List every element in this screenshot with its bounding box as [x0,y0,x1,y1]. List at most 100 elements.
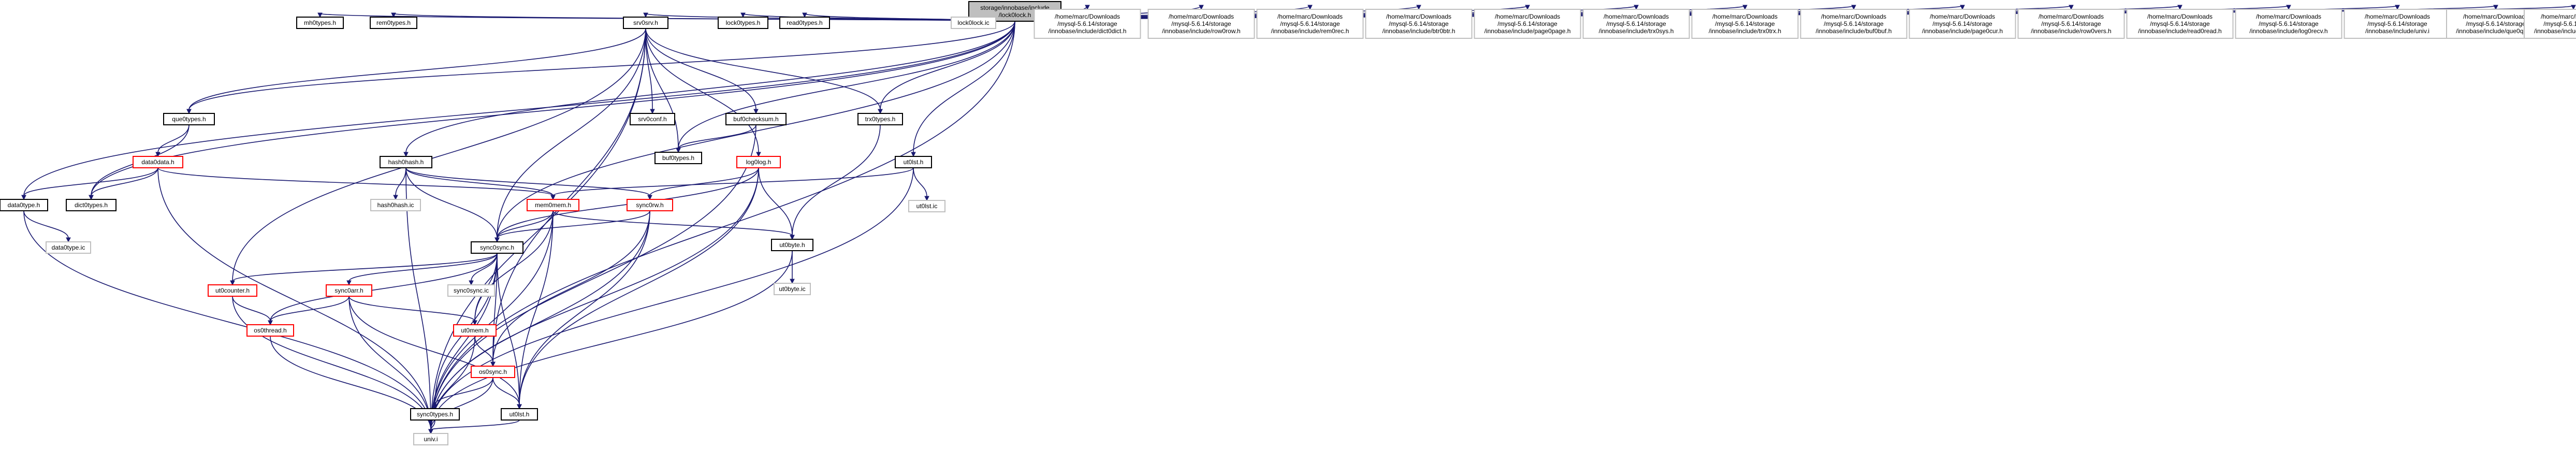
node-d10[interactable]: /home/marc/Downloads/mysql-5.6.14/storag… [2017,9,2125,39]
node-label: os0thread.h [254,327,286,334]
node-label: /home/marc/Downloads/mysql-5.6.14/storag… [2138,13,2221,35]
node-d9[interactable]: /home/marc/Downloads/mysql-5.6.14/storag… [1909,9,2016,39]
node-ut0byte[interactable]: ut0byte.h [771,239,813,251]
node-mem0mem[interactable]: mem0mem.h [527,199,579,211]
node-box [725,113,787,125]
node-d4[interactable]: /home/marc/Downloads/mysql-5.6.14/storag… [1365,9,1473,39]
node-label: storage/innobase/include/lock0lock.h [980,4,1050,19]
node-label: ut0lst.h [904,158,924,166]
node-d11[interactable]: /home/marc/Downloads/mysql-5.6.14/storag… [2126,9,2234,39]
node-box [501,408,538,421]
node-box [908,200,945,212]
node-ut0byteic[interactable]: ut0byte.ic [774,283,811,295]
node-d12[interactable]: /home/marc/Downloads/mysql-5.6.14/storag… [2235,9,2342,39]
edge-ut0counter-to-os0thread [232,296,273,326]
edge-ut0counter-to-univ [232,296,433,434]
node-label: hash0hash.h [388,158,424,166]
node-ut0mem[interactable]: ut0mem.h [453,324,497,337]
edge-sync0arr-to-os0thread [268,296,350,326]
node-label: buf0checksum.h [733,115,778,123]
node-que[interactable]: que0types.h [163,113,215,125]
node-os0thread[interactable]: os0thread.h [246,324,294,337]
node-dict0types[interactable]: dict0types.h [66,199,117,211]
node-log0log[interactable]: log0log.h [736,156,781,168]
node-trx[interactable]: trx0types.h [857,113,903,125]
node-label: univ.i [424,436,438,443]
node-label: /home/marc/Downloads/mysql-5.6.14/storag… [2456,13,2535,35]
edge-root-to-que [186,21,1015,114]
node-ut0lst[interactable]: ut0lst.h [895,156,932,168]
node-sync0syncic[interactable]: sync0sync.ic [447,284,495,297]
node-label: ut0mem.h [461,327,488,334]
node-label: /home/marc/Downloads/mysql-5.6.14/storag… [2249,13,2327,35]
node-box [296,17,344,29]
node-box [2126,9,2234,39]
node-data0type[interactable]: data0type.h [0,199,48,211]
node-sync0arr[interactable]: sync0arr.h [326,284,372,297]
node-data0typeic[interactable]: data0type.ic [46,241,91,254]
node-d15[interactable]: /home/marc/Downloads/mysql-5.6.14/storag… [2524,9,2576,39]
edge-srv-to-trx [645,28,883,114]
node-rem[interactable]: rem0types.h [370,17,417,29]
node-srv0conf[interactable]: srv0conf.h [630,113,675,125]
node-box [1256,9,1364,39]
node-box [66,199,117,211]
node-box [736,156,781,168]
node-d6[interactable]: /home/marc/Downloads/mysql-5.6.14/storag… [1582,9,1690,39]
node-sync0rw[interactable]: sync0rw.h [627,199,673,211]
node-label: /home/marc/Downloads/mysql-5.6.14/storag… [1162,13,1240,35]
node-hash0hashic[interactable]: hash0hash.ic [370,199,421,211]
node-label: /home/marc/Downloads/mysql-5.6.14/storag… [1599,13,1674,35]
node-buf0checksum[interactable]: buf0checksum.h [725,113,787,125]
node-box [2524,9,2576,39]
node-box [951,17,996,29]
edge-log0log-to-sync0rw [647,167,759,200]
node-label: srv0srv.h [633,19,658,26]
node-d8[interactable]: /home/marc/Downloads/mysql-5.6.14/storag… [1800,9,1908,39]
node-label: /home/marc/Downloads/mysql-5.6.14/storag… [2534,13,2576,35]
node-ut0lstic[interactable]: ut0lst.ic [908,200,945,212]
node-label: /home/marc/Downloads/mysql-5.6.14/storag… [2365,13,2430,35]
edge-srv-to-ut0counter [230,28,646,286]
node-srv[interactable]: srv0srv.h [623,17,668,29]
node-lock[interactable]: lock0types.h [718,17,768,29]
node-d7[interactable]: /home/marc/Downloads/mysql-5.6.14/storag… [1691,9,1799,39]
node-d1[interactable]: /home/marc/Downloads/mysql-5.6.14/storag… [1034,9,1141,39]
node-box [0,199,48,211]
node-label: ut0counter.h [215,287,250,294]
node-mh[interactable]: mh0types.h [296,17,344,29]
edge-buf0checksum-to-buf0types [676,124,756,153]
node-d13[interactable]: /home/marc/Downloads/mysql-5.6.14/storag… [2344,9,2451,39]
node-os0sync[interactable]: os0sync.h [471,366,515,378]
node-sync0types[interactable]: sync0types.h [410,408,460,421]
node-sync0sync[interactable]: sync0sync.h [471,241,523,254]
node-label: /home/marc/Downloads/mysql-5.6.14/storag… [1709,13,1781,35]
edge-srv-to-buf0checksum [645,28,759,114]
node-hash0hash[interactable]: hash0hash.h [380,156,432,168]
node-label: /home/marc/Downloads/mysql-5.6.14/storag… [1816,13,1892,35]
node-label: sync0types.h [417,411,453,418]
node-label: que0types.h [172,115,206,123]
node-ut0counter[interactable]: ut0counter.h [208,284,257,297]
node-label: ut0lst.ic [916,202,938,210]
node-d3[interactable]: /home/marc/Downloads/mysql-5.6.14/storag… [1256,9,1364,39]
node-label: ut0byte.h [779,241,805,249]
node-box [527,199,579,211]
node-read[interactable]: read0types.h [779,17,830,29]
node-d5[interactable]: /home/marc/Downloads/mysql-5.6.14/storag… [1474,9,1581,39]
node-ut0lstp[interactable]: ut0lst.h [501,408,538,421]
node-lock0lockic[interactable]: lock0lock.ic [951,17,996,29]
node-label: hash0hash.ic [377,201,414,209]
node-box [471,241,523,254]
edge-srv-to-log0log [645,28,761,157]
node-box [857,113,903,125]
edge-log0log-to-univ [428,167,759,434]
node-buf0types[interactable]: buf0types.h [654,152,702,164]
edge-data0data-to-mem0mem [157,167,556,200]
node-d2[interactable]: /home/marc/Downloads/mysql-5.6.14/storag… [1147,9,1255,39]
node-data0data[interactable]: data0data.h [133,156,183,168]
edge-que-to-data0data [155,124,190,157]
edge-ut0byte-to-univ [428,250,793,434]
node-univ[interactable]: univ.i [413,433,448,445]
edge-sync0rw-to-sync0sync [494,210,650,243]
